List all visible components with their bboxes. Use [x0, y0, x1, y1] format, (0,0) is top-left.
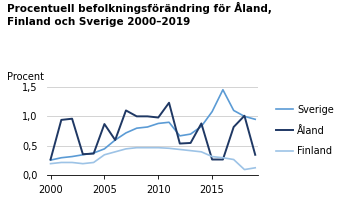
- Sverige: [145, 126, 150, 128]
- Åland: [135, 115, 139, 118]
- Legend: Sverige, Åland, Finland: Sverige, Åland, Finland: [272, 101, 338, 160]
- Åland: [167, 101, 171, 104]
- Åland: [48, 158, 53, 161]
- Line: Finland: Finland: [51, 148, 255, 169]
- Finland: [242, 168, 247, 171]
- Text: Procentuell befolkningsförändring för Åland,
Finland och Sverige 2000–2019: Procentuell befolkningsförändring för Ål…: [7, 2, 272, 27]
- Åland: [221, 158, 225, 161]
- Text: Procent: Procent: [7, 72, 44, 82]
- Sverige: [210, 110, 214, 113]
- Åland: [156, 116, 161, 119]
- Åland: [81, 153, 85, 156]
- Åland: [189, 142, 193, 144]
- Finland: [178, 148, 182, 151]
- Finland: [81, 162, 85, 165]
- Sverige: [124, 132, 128, 134]
- Sverige: [70, 155, 74, 158]
- Åland: [59, 119, 63, 121]
- Sverige: [135, 127, 139, 129]
- Line: Åland: Åland: [51, 103, 255, 159]
- Line: Sverige: Sverige: [51, 90, 255, 160]
- Åland: [102, 123, 107, 125]
- Sverige: [232, 109, 236, 112]
- Sverige: [178, 135, 182, 137]
- Finland: [113, 150, 117, 153]
- Åland: [91, 152, 96, 155]
- Åland: [253, 153, 257, 156]
- Finland: [70, 161, 74, 164]
- Sverige: [221, 88, 225, 91]
- Åland: [178, 142, 182, 145]
- Sverige: [253, 118, 257, 121]
- Finland: [167, 147, 171, 150]
- Sverige: [102, 148, 107, 150]
- Sverige: [167, 121, 171, 123]
- Finland: [156, 146, 161, 149]
- Sverige: [59, 156, 63, 159]
- Åland: [199, 122, 203, 125]
- Åland: [242, 114, 247, 117]
- Finland: [221, 156, 225, 159]
- Åland: [210, 158, 214, 161]
- Finland: [124, 148, 128, 150]
- Finland: [145, 146, 150, 149]
- Finland: [189, 149, 193, 152]
- Åland: [113, 139, 117, 141]
- Åland: [145, 115, 150, 118]
- Sverige: [113, 139, 117, 141]
- Finland: [48, 162, 53, 165]
- Sverige: [81, 153, 85, 156]
- Åland: [124, 109, 128, 112]
- Sverige: [189, 133, 193, 135]
- Finland: [253, 166, 257, 169]
- Sverige: [48, 159, 53, 161]
- Åland: [232, 126, 236, 128]
- Finland: [135, 146, 139, 149]
- Sverige: [91, 152, 96, 154]
- Sverige: [199, 125, 203, 128]
- Sverige: [156, 122, 161, 125]
- Finland: [199, 150, 203, 153]
- Finland: [210, 155, 214, 158]
- Åland: [70, 117, 74, 120]
- Finland: [59, 161, 63, 164]
- Finland: [102, 153, 107, 156]
- Sverige: [242, 115, 247, 118]
- Finland: [232, 158, 236, 161]
- Finland: [91, 161, 96, 164]
